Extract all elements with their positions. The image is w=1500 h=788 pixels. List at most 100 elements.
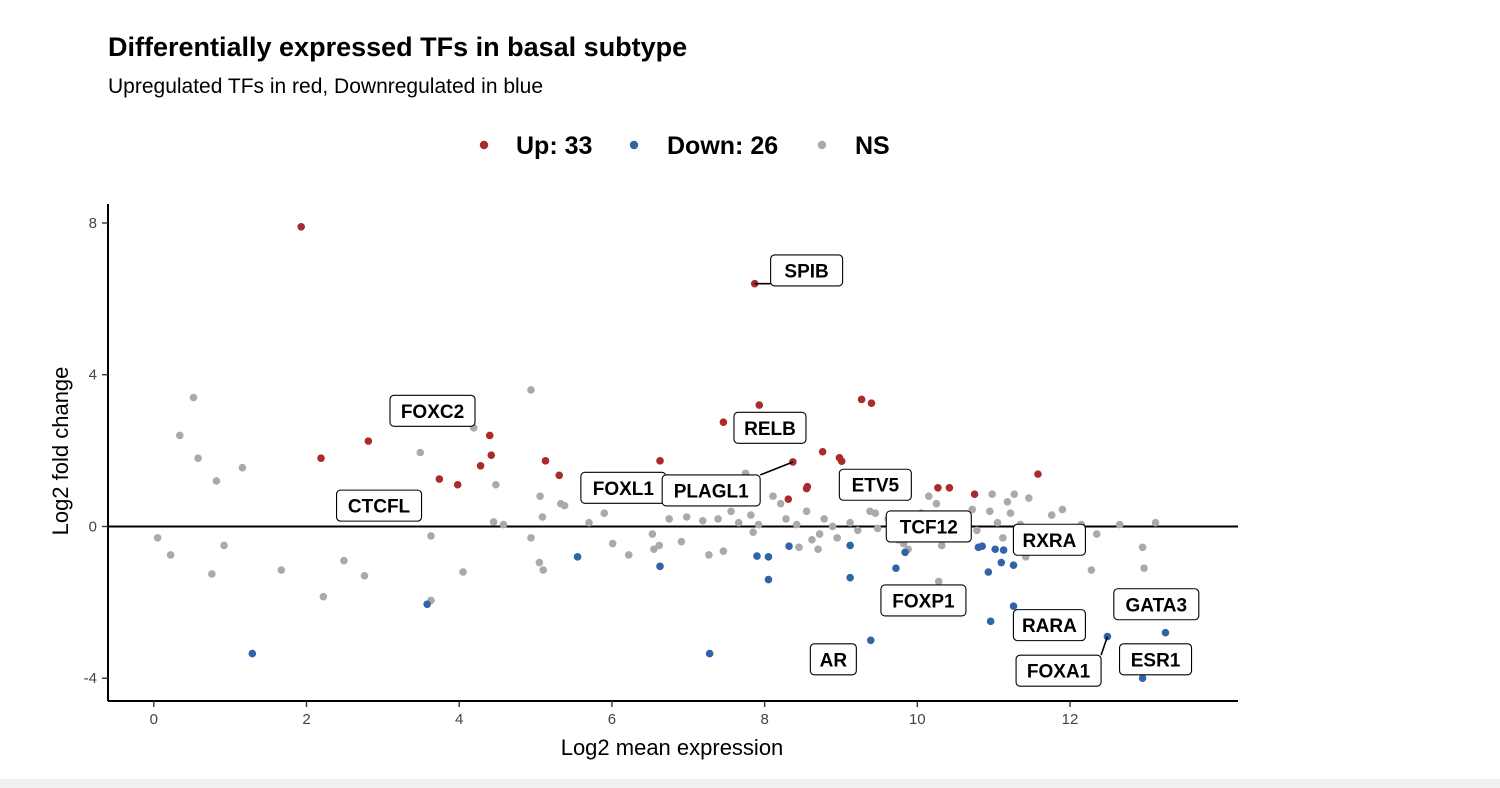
label-text: GATA3 bbox=[1126, 595, 1188, 616]
point-ns bbox=[153, 534, 162, 542]
point-ns bbox=[1138, 543, 1147, 552]
point-ns bbox=[873, 524, 882, 533]
label-text: RELB bbox=[744, 419, 796, 440]
label-text: FOXP1 bbox=[892, 591, 955, 612]
point-up bbox=[364, 437, 373, 445]
point-ns bbox=[360, 572, 369, 580]
gene-label-etv5: ETV5 bbox=[838, 468, 912, 501]
label-box bbox=[885, 510, 972, 543]
point-up bbox=[453, 480, 462, 489]
point-up bbox=[435, 475, 444, 483]
gene-labels-layer: SPIB FOXC2 RELB FOXL1 PLAGL1 ETV5 CTCFL TCF12 RX… bbox=[335, 254, 1200, 687]
point-ns bbox=[828, 522, 837, 531]
point-ns bbox=[754, 520, 763, 529]
label-text: ETV5 bbox=[852, 476, 900, 497]
point-ns bbox=[1140, 564, 1148, 573]
point-down bbox=[1009, 602, 1018, 610]
point-down bbox=[984, 568, 993, 576]
gene-label-rara: RARA bbox=[1012, 609, 1086, 642]
x-tick-label: 12 bbox=[1062, 711, 1079, 728]
axes-layer: 0 2 4 6 8 10 12 -4 0 4 8 bbox=[84, 204, 1238, 728]
label-box bbox=[809, 643, 857, 676]
point-ns bbox=[1024, 494, 1033, 502]
label-leader-line bbox=[1100, 636, 1109, 656]
point-up bbox=[970, 490, 979, 499]
point-ns bbox=[538, 513, 547, 521]
gene-label-spib: SPIB bbox=[754, 254, 844, 287]
point-ns bbox=[608, 539, 617, 548]
point-ns bbox=[208, 570, 216, 578]
gene-label-foxa1: FOXA1 bbox=[1015, 636, 1109, 687]
point-ns bbox=[489, 518, 498, 526]
point-ns bbox=[492, 480, 500, 489]
point-ns bbox=[1058, 505, 1067, 514]
label-box bbox=[838, 468, 912, 501]
point-ns bbox=[924, 492, 933, 500]
label-text: RARA bbox=[1022, 616, 1077, 637]
point-ns bbox=[189, 393, 198, 402]
point-up bbox=[818, 447, 827, 456]
label-text: FOXL1 bbox=[593, 479, 655, 500]
label-text: CTCFL bbox=[348, 497, 411, 518]
point-down bbox=[846, 573, 854, 582]
point-ns bbox=[749, 528, 757, 536]
label-box bbox=[661, 474, 761, 507]
point-ns bbox=[560, 501, 569, 510]
point-ns bbox=[536, 492, 544, 500]
point-down bbox=[846, 541, 854, 550]
point-down bbox=[978, 542, 987, 551]
point-down bbox=[248, 649, 257, 658]
window-bottom-strip bbox=[0, 779, 1500, 788]
point-down bbox=[753, 552, 761, 560]
y-tick-label: 4 bbox=[89, 367, 97, 384]
point-down bbox=[997, 558, 1006, 567]
legend-key-ns bbox=[817, 140, 827, 150]
label-box bbox=[733, 411, 807, 444]
point-down bbox=[705, 649, 714, 658]
y-tick-label: -4 bbox=[84, 670, 97, 687]
point-ns bbox=[340, 556, 348, 565]
point-ns bbox=[795, 543, 803, 552]
point-ns bbox=[677, 537, 686, 546]
point-ns bbox=[648, 530, 657, 538]
point-ns bbox=[815, 530, 824, 538]
legend-key-down bbox=[629, 140, 639, 150]
point-down bbox=[901, 548, 909, 557]
gene-label-foxp1: FOXP1 bbox=[880, 584, 967, 617]
point-ns bbox=[1006, 509, 1015, 518]
label-text: AR bbox=[820, 650, 848, 671]
point-ns bbox=[277, 566, 286, 574]
gene-label-esr1: ESR1 bbox=[1118, 643, 1193, 676]
point-ns bbox=[212, 477, 221, 485]
point-ns bbox=[747, 511, 755, 519]
gene-label-plagl1: PLAGL1 bbox=[661, 461, 794, 507]
point-ns bbox=[1087, 566, 1096, 574]
point-down bbox=[764, 553, 773, 561]
point-up bbox=[485, 431, 494, 440]
point-up bbox=[656, 457, 664, 465]
point-up bbox=[934, 483, 942, 492]
point-up bbox=[755, 401, 764, 409]
point-ns bbox=[1092, 530, 1101, 538]
point-up bbox=[297, 222, 305, 231]
point-ns bbox=[624, 551, 633, 559]
point-ns bbox=[238, 463, 247, 472]
point-down bbox=[1138, 674, 1147, 683]
point-up bbox=[1034, 470, 1042, 478]
point-up bbox=[541, 457, 550, 465]
x-tick-label: 8 bbox=[760, 711, 768, 728]
point-down bbox=[573, 553, 582, 561]
point-up bbox=[837, 457, 846, 466]
point-ns bbox=[665, 515, 673, 523]
point-ns bbox=[973, 526, 981, 535]
point-up bbox=[719, 418, 728, 426]
point-down bbox=[1161, 628, 1170, 637]
point-ns bbox=[539, 566, 548, 574]
label-box bbox=[335, 489, 423, 522]
gene-label-foxc2: FOXC2 bbox=[389, 394, 476, 427]
point-ns bbox=[792, 520, 801, 529]
point-ns bbox=[655, 541, 664, 550]
point-down bbox=[423, 600, 431, 609]
point-ns bbox=[833, 534, 841, 542]
point-ns bbox=[727, 507, 735, 516]
